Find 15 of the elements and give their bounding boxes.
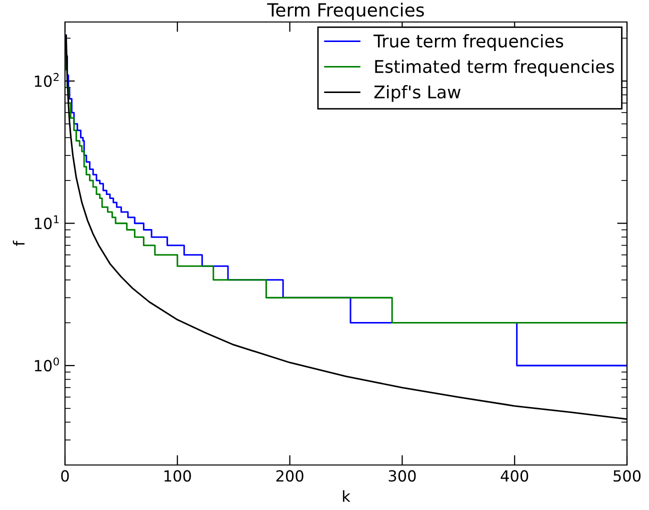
x-tick-label: 500 — [614, 470, 641, 482]
y-tick-label: 10$^{1}$ — [34, 215, 59, 230]
x-tick-label: 0 — [61, 470, 69, 482]
legend-label: Zipf's Law — [374, 85, 460, 102]
x-axis-title: k — [342, 490, 350, 502]
legend-label: True term frequencies — [373, 34, 564, 51]
x-tick-label: 300 — [388, 470, 416, 482]
y-tick-label: 10$^{0}$ — [34, 357, 59, 372]
y-tick-label: 10$^{2}$ — [34, 72, 59, 87]
x-tick-label: 400 — [500, 470, 528, 482]
y-axis-title: f — [12, 240, 25, 246]
x-tick-label: 100 — [164, 470, 191, 482]
legend-label: Estimated term frequencies — [375, 60, 614, 76]
chart-title: Term Frequencies — [267, 2, 424, 20]
x-tick-label: 200 — [276, 470, 304, 482]
